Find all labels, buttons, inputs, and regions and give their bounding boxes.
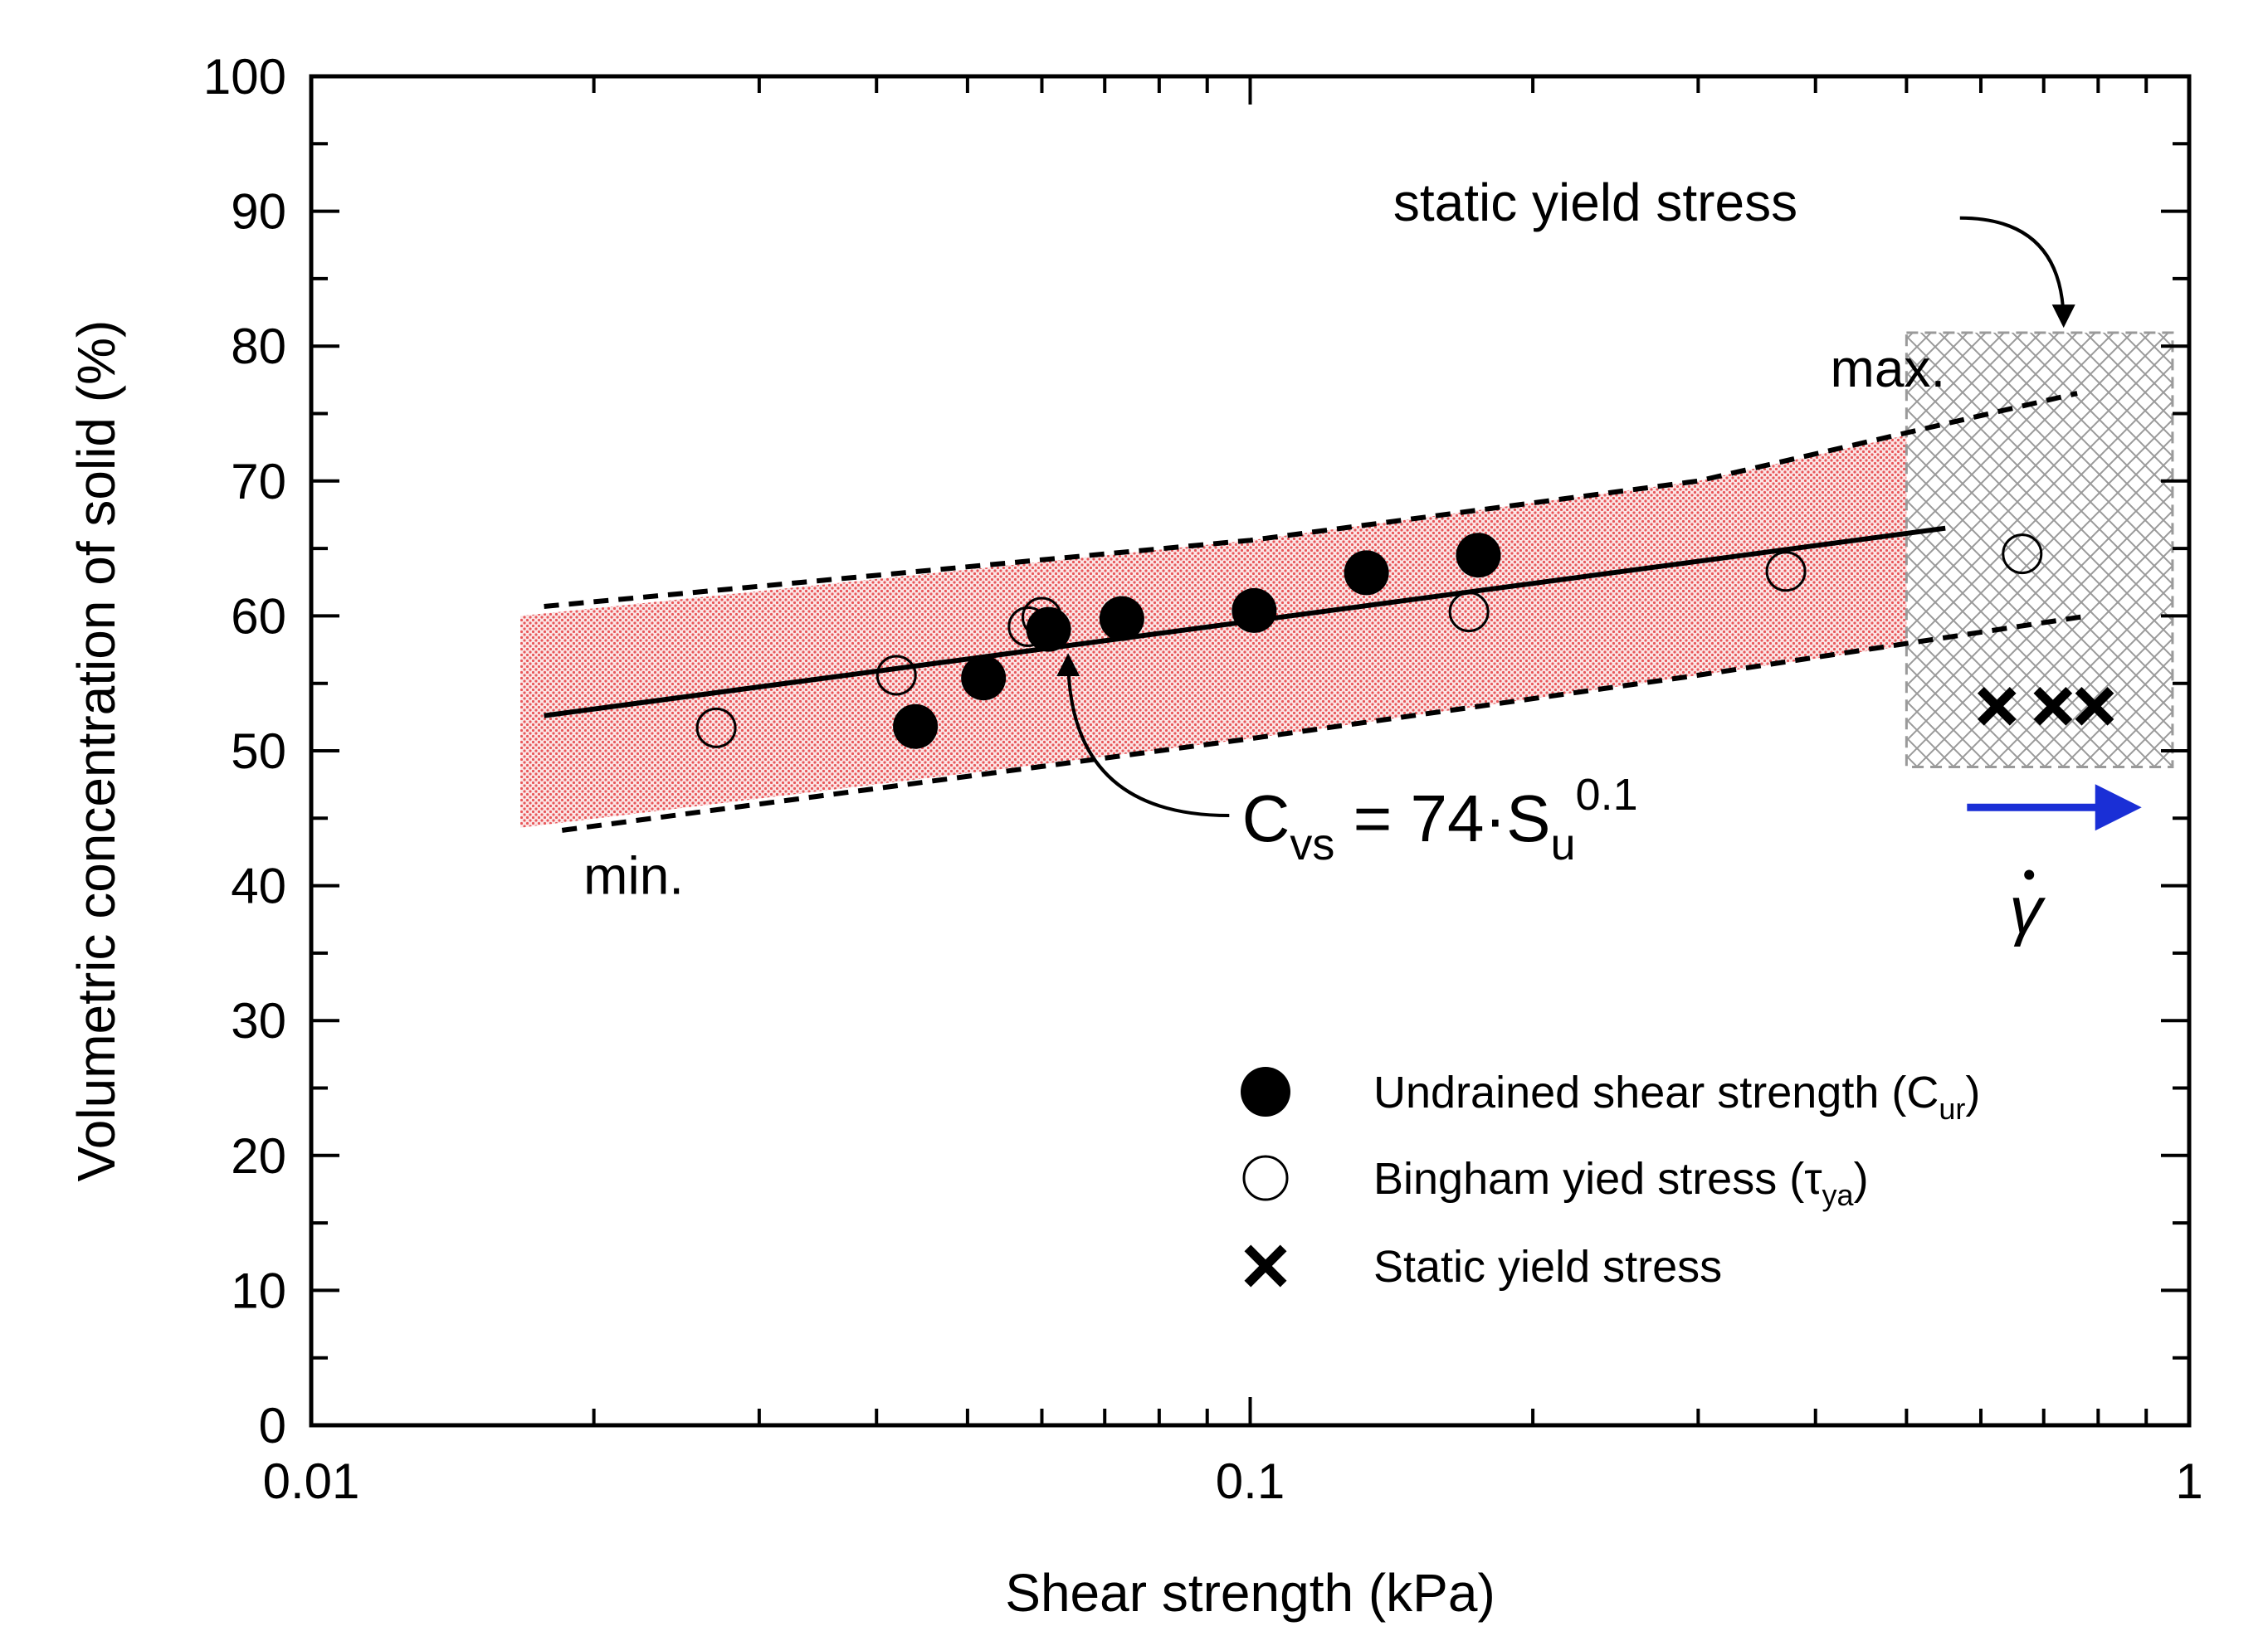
- y-tick-label: 50: [231, 723, 286, 779]
- y-tick-label: 10: [231, 1263, 286, 1318]
- gamma-dot: [2024, 869, 2035, 880]
- y-tick-label: 0: [259, 1398, 286, 1453]
- point-filled-circle-6: [1456, 533, 1501, 578]
- legend-label-bingham: Bingham yied stress (τya): [1373, 1154, 1869, 1212]
- point-filled-circle-4: [1232, 587, 1277, 633]
- x-tick-label: 0.01: [263, 1453, 360, 1509]
- y-tick-label: 90: [231, 184, 286, 240]
- shear-rate-arrowhead: [2095, 784, 2142, 831]
- point-open-circle-5: [1765, 551, 1807, 592]
- y-tick-label: 80: [231, 319, 286, 374]
- point-filled-circle-3: [1099, 596, 1144, 641]
- x-tick-label: 0.1: [1216, 1453, 1285, 1509]
- equation-middle: = 74·S: [1334, 781, 1550, 855]
- y-tick-label: 100: [203, 49, 286, 105]
- shear-rate-symbol: γ: [2009, 874, 2046, 947]
- point-open-circle-6: [2002, 533, 2043, 575]
- max-label: max.: [1831, 338, 1946, 398]
- point-cross-2: [2075, 687, 2114, 726]
- equation-subscript-2: u: [1551, 820, 1576, 869]
- point-cross-1: [2033, 687, 2073, 726]
- static-yield-arrow: [1959, 216, 2075, 329]
- point-open-circle-0: [695, 707, 737, 748]
- fit-equation: Cvs = 74·Su0.1: [1242, 770, 1638, 869]
- point-filled-circle-5: [1344, 550, 1389, 596]
- point-cross-0: [1977, 687, 2017, 726]
- y-tick-label: 30: [231, 993, 286, 1049]
- confidence-band: [520, 435, 1907, 828]
- point-filled-circle-1: [961, 655, 1007, 701]
- annotations: max. min. static yield stress Cvs = 74·S…: [583, 173, 2142, 947]
- static-yield-stress-label: static yield stress: [1393, 173, 1797, 232]
- equation-exponent: 0.1: [1576, 770, 1638, 820]
- point-filled-circle-2: [1026, 606, 1071, 652]
- point-open-circle-1: [875, 655, 917, 696]
- y-tick-label: 20: [231, 1128, 286, 1184]
- legend-marker-2: [1244, 1244, 1287, 1288]
- legend-label-static: Static yield stress: [1373, 1242, 1722, 1292]
- x-axis-title: Shear strength (kPa): [1005, 1563, 1495, 1623]
- legend-marker-0: [1241, 1067, 1290, 1117]
- equation-arrow: [1056, 653, 1230, 818]
- y-axis-title: Volumetric concentration of solid (%): [66, 320, 126, 1182]
- x-tick-label: 1: [2175, 1453, 2202, 1509]
- legend: Undrained shear strength (Cur) Bingham y…: [1241, 1067, 1980, 1292]
- max-line: [544, 391, 2078, 609]
- y-tick-label: 60: [231, 588, 286, 644]
- min-label: min.: [583, 845, 684, 905]
- static-yield-region: [1905, 331, 2174, 769]
- y-tick-label: 40: [231, 859, 286, 914]
- hatched-rectangle: [1905, 331, 2174, 769]
- legend-marker-1: [1242, 1155, 1289, 1201]
- equation-main: C: [1242, 781, 1290, 855]
- y-tick-label: 70: [231, 454, 286, 509]
- band-fill: [520, 435, 1907, 828]
- point-filled-circle-0: [893, 704, 939, 749]
- data-points: [695, 533, 2114, 749]
- equation-subscript: vs: [1290, 820, 1334, 869]
- point-open-circle-4: [1448, 592, 1490, 633]
- legend-label-undrained: Undrained shear strength (Cur): [1373, 1068, 1980, 1126]
